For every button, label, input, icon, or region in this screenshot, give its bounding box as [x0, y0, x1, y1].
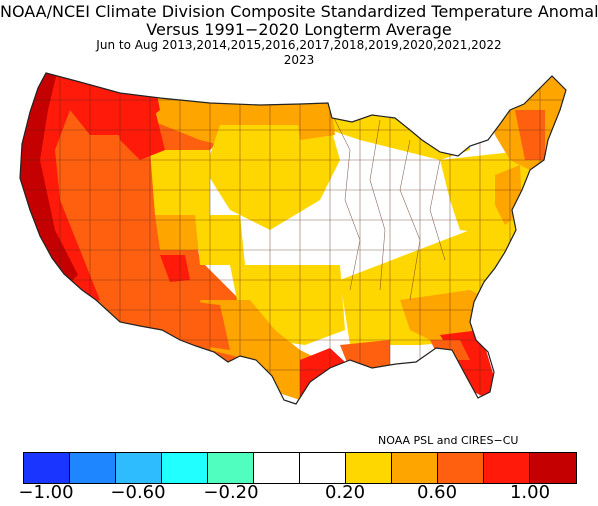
- region-new-england-red: [515, 110, 545, 160]
- region-arizona-orange: [95, 270, 160, 322]
- region-texas-orange: [200, 300, 330, 400]
- map-subtitle: Versus 1991−2020 Longterm Average: [146, 20, 452, 39]
- region-coast-darkred: [20, 73, 78, 300]
- legend-swatch-11: [530, 453, 576, 483]
- legend-tick: −0.20: [203, 482, 259, 503]
- map-title: NOAA/NCEI Climate Division Composite Sta…: [0, 2, 598, 21]
- legend-swatch-3: [162, 453, 208, 483]
- region-idaho-red: [110, 90, 165, 160]
- region-colorado-yellow: [195, 215, 245, 265]
- legend-tick: −1.00: [18, 482, 74, 503]
- legend-swatch-5: [254, 453, 300, 483]
- region-west-texas-red-orange: [180, 300, 230, 350]
- legend-tick: −0.60: [110, 482, 166, 503]
- region-northern-plains-yellow: [205, 125, 340, 230]
- legend-swatch-10: [484, 453, 530, 483]
- legend-swatch-1: [70, 453, 116, 483]
- color-legend-bar: [23, 452, 577, 484]
- region-utah-red: [160, 255, 190, 282]
- region-southeast-orange: [400, 290, 490, 345]
- legend-tick: 0.20: [324, 482, 366, 503]
- region-minnesota-orange: [295, 95, 335, 140]
- legend-tick: 0.60: [416, 482, 458, 503]
- legend-swatch-7: [346, 453, 392, 483]
- legend-swatch-2: [116, 453, 162, 483]
- credit-text: NOAA PSL and CIRES−CU: [378, 434, 519, 447]
- legend-swatch-9: [438, 453, 484, 483]
- legend-swatch-8: [392, 453, 438, 483]
- legend-swatch-0: [24, 453, 70, 483]
- legend-tick: 1.00: [509, 482, 551, 503]
- division-boundaries: [20, 73, 566, 404]
- legend-swatch-6: [300, 453, 346, 483]
- years-line: Jun to Aug 2013,2014,2015,2016,2017,2018…: [96, 38, 502, 52]
- legend-swatch-4: [208, 453, 254, 483]
- target-year: 2023: [283, 53, 315, 67]
